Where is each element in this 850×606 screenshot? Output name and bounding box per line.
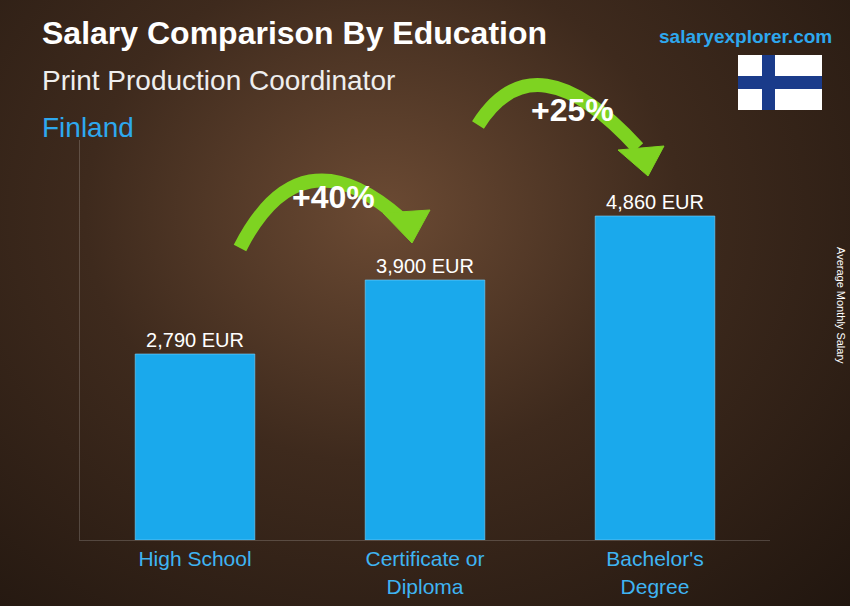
svg-text:Bachelor'sDegree: Bachelor'sDegree <box>606 547 703 597</box>
svg-text:4,860 EUR: 4,860 EUR <box>606 191 704 213</box>
svg-text:Salary Comparison By Education: Salary Comparison By Education <box>42 15 547 51</box>
svg-text:Average Monthly Salary: Average Monthly Salary <box>835 247 847 364</box>
svg-text:Finland: Finland <box>42 112 134 143</box>
svg-text:+25%: +25% <box>531 92 614 128</box>
svg-text:Certificate orDiploma: Certificate orDiploma <box>365 547 484 597</box>
svg-text:+40%: +40% <box>292 179 375 215</box>
svg-text:2,790 EUR: 2,790 EUR <box>146 329 244 351</box>
svg-text:Print Production Coordinator: Print Production Coordinator <box>42 65 395 96</box>
svg-text:salaryexplorer.com: salaryexplorer.com <box>659 26 832 47</box>
svg-text:High School: High School <box>138 547 251 570</box>
svg-text:3,900 EUR: 3,900 EUR <box>376 255 474 277</box>
